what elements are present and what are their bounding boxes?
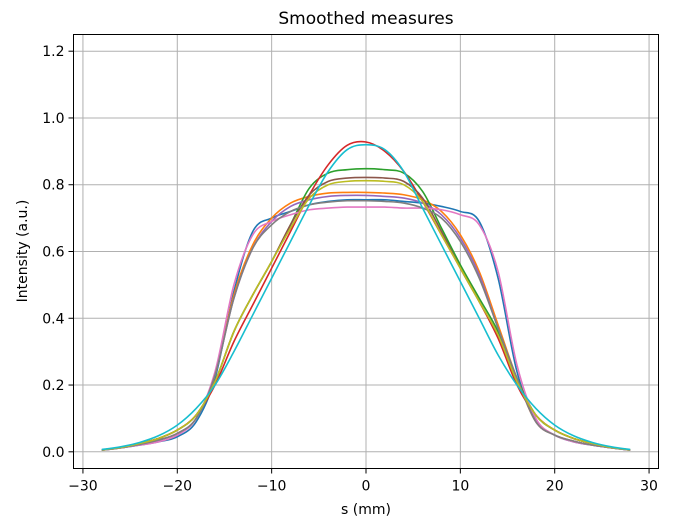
y-tick-label: 0.4: [42, 311, 64, 327]
y-tick-label: 0.0: [42, 445, 64, 461]
series-line-9: [101, 179, 631, 451]
y-tick-label: 0.8: [42, 178, 64, 194]
series-line-8: [101, 199, 631, 451]
chart-title: Smoothed measures: [278, 9, 453, 29]
x-tick-label: 20: [546, 479, 564, 495]
x-axis: −30 −20 −10 0 10 20 30: [68, 468, 658, 495]
x-tick-label: −20: [163, 479, 193, 495]
x-tick-label: −10: [257, 479, 287, 495]
x-tick-label: 0: [362, 479, 371, 495]
x-tick-label: −30: [68, 479, 98, 495]
y-axis-label: Intensity (a.u.): [15, 200, 31, 303]
x-tick-label: 30: [640, 479, 658, 495]
y-tick-label: 0.6: [42, 245, 64, 261]
x-axis-label: s (mm): [341, 502, 391, 518]
y-tick-label: 1.2: [42, 44, 64, 60]
grid: [73, 34, 659, 469]
series-group: [101, 140, 631, 451]
series-line-10: [101, 143, 631, 451]
y-axis: 0.0 0.2 0.4 0.6 0.8 1.0 1.2: [42, 44, 74, 461]
y-tick-label: 1.0: [42, 111, 64, 127]
x-tick-label: 10: [451, 479, 469, 495]
y-tick-label: 0.2: [42, 378, 64, 394]
